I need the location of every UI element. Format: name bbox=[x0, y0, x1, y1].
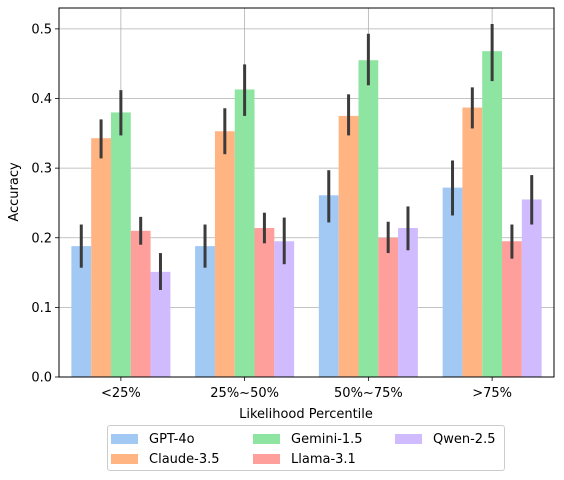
bar-llama-3-1 bbox=[254, 228, 275, 377]
legend-label: Claude-3.5 bbox=[149, 451, 220, 467]
bar-gemini-1-5 bbox=[482, 51, 503, 377]
y-tick-label: 0.3 bbox=[31, 162, 52, 177]
error-bars bbox=[79, 24, 534, 290]
x-axis-ticks: <25% 25%~50% 50%~75% >75% bbox=[101, 377, 512, 401]
bar-gemini-1-5 bbox=[110, 112, 131, 377]
x-tick-label: 25%~50% bbox=[210, 386, 279, 401]
y-tick-label: 0.0 bbox=[31, 371, 52, 386]
bar-gpt-4o bbox=[442, 187, 463, 377]
y-tick-label: 0.5 bbox=[31, 22, 52, 37]
legend-swatch bbox=[253, 454, 280, 464]
bar-qwen-2-5 bbox=[521, 199, 542, 377]
y-tick-label: 0.2 bbox=[31, 231, 52, 246]
legend-item: Llama-3.1 bbox=[253, 450, 356, 468]
bar-claude-3-5 bbox=[338, 115, 359, 377]
x-axis-label: Likelihood Percentile bbox=[239, 407, 373, 420]
bar-qwen-2-5 bbox=[398, 228, 418, 377]
legend-swatch bbox=[253, 434, 280, 444]
bar-chart: 0.0 0.1 0.2 0.3 0.4 0.5 <25% 25%~50% 50%~75% >75… bbox=[7, 7, 555, 420]
y-tick-label: 0.1 bbox=[31, 301, 52, 316]
plot-frame bbox=[58, 7, 555, 378]
legend-swatch bbox=[111, 434, 138, 444]
bar-qwen-2-5 bbox=[274, 241, 295, 377]
bar-gpt-4o bbox=[318, 195, 339, 377]
bar-gpt-4o bbox=[71, 246, 92, 377]
bar-llama-3-1 bbox=[130, 230, 151, 377]
x-tick-label: <25% bbox=[101, 386, 141, 401]
y-tick-label: 0.4 bbox=[31, 92, 52, 107]
legend-label: GPT-4o bbox=[149, 431, 195, 447]
chart-legend: GPT-4o Claude-3.5 Gemini-1.5 Llama-3.1 Qwen-… bbox=[107, 425, 505, 471]
bar-llama-3-1 bbox=[502, 241, 522, 377]
bar-gemini-1-5 bbox=[358, 60, 379, 377]
legend-item: Qwen-2.5 bbox=[395, 430, 495, 448]
bar-gpt-4o bbox=[195, 246, 215, 377]
legend-item: Gemini-1.5 bbox=[253, 430, 363, 448]
legend-label: Llama-3.1 bbox=[291, 451, 356, 467]
legend-label: Qwen-2.5 bbox=[433, 431, 496, 447]
bar-qwen-2-5 bbox=[150, 271, 171, 377]
bar-gemini-1-5 bbox=[234, 89, 255, 377]
bar-claude-3-5 bbox=[462, 107, 483, 378]
legend-item: GPT-4o bbox=[111, 430, 195, 448]
y-axis-label: Accuracy bbox=[7, 162, 22, 222]
y-axis-ticks: 0.0 0.1 0.2 0.3 0.4 0.5 bbox=[31, 22, 59, 386]
legend-swatch bbox=[395, 434, 422, 444]
x-tick-label: >75% bbox=[472, 386, 512, 401]
bar-claude-3-5 bbox=[91, 138, 111, 377]
legend-swatch bbox=[111, 454, 138, 464]
legend-item: Claude-3.5 bbox=[111, 450, 220, 468]
bar-claude-3-5 bbox=[214, 131, 235, 377]
x-tick-label: 50%~75% bbox=[334, 386, 403, 401]
bars bbox=[71, 51, 542, 378]
legend-label: Gemini-1.5 bbox=[291, 431, 363, 447]
bar-llama-3-1 bbox=[378, 237, 399, 377]
